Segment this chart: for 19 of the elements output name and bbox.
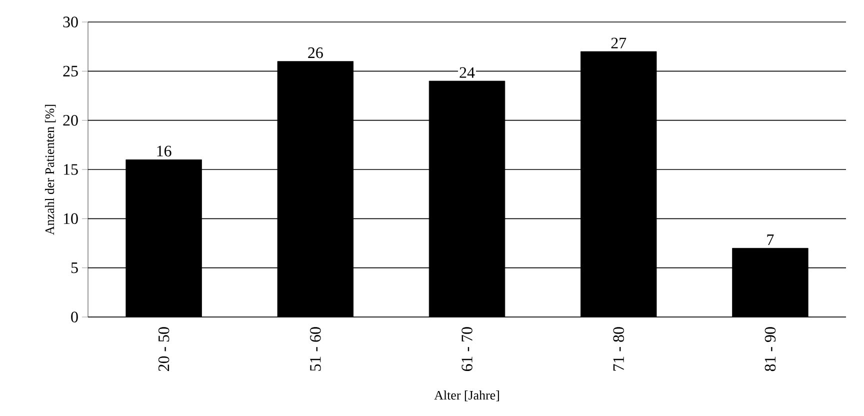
y-axis-title: Anzahl der Patienten [%]	[44, 104, 56, 236]
x-tick-label: 51 - 60	[310, 327, 321, 371]
data-label: 24	[460, 67, 475, 78]
data-label: 7	[767, 234, 774, 245]
y-tick-label: 15	[64, 164, 78, 175]
y-tick-label: 25	[63, 66, 78, 77]
x-tick-label: 20 - 50	[158, 327, 170, 371]
x-axis-title: Alter [Jahre]	[434, 390, 499, 402]
x-tick-label: 71 - 80	[613, 327, 624, 371]
data-label: 16	[157, 146, 172, 156]
y-tick-label: 30	[63, 16, 78, 28]
x-tick-label: 81 - 90	[764, 327, 776, 372]
data-label: 27	[611, 38, 626, 48]
y-tick-label: 0	[71, 312, 78, 322]
data-label: 26	[308, 47, 323, 58]
y-tick-label: 5	[71, 262, 78, 274]
y-tick-label: 20	[63, 114, 78, 126]
y-tick-label: 10	[64, 213, 78, 224]
x-tick-label: 61 - 70	[462, 327, 472, 371]
